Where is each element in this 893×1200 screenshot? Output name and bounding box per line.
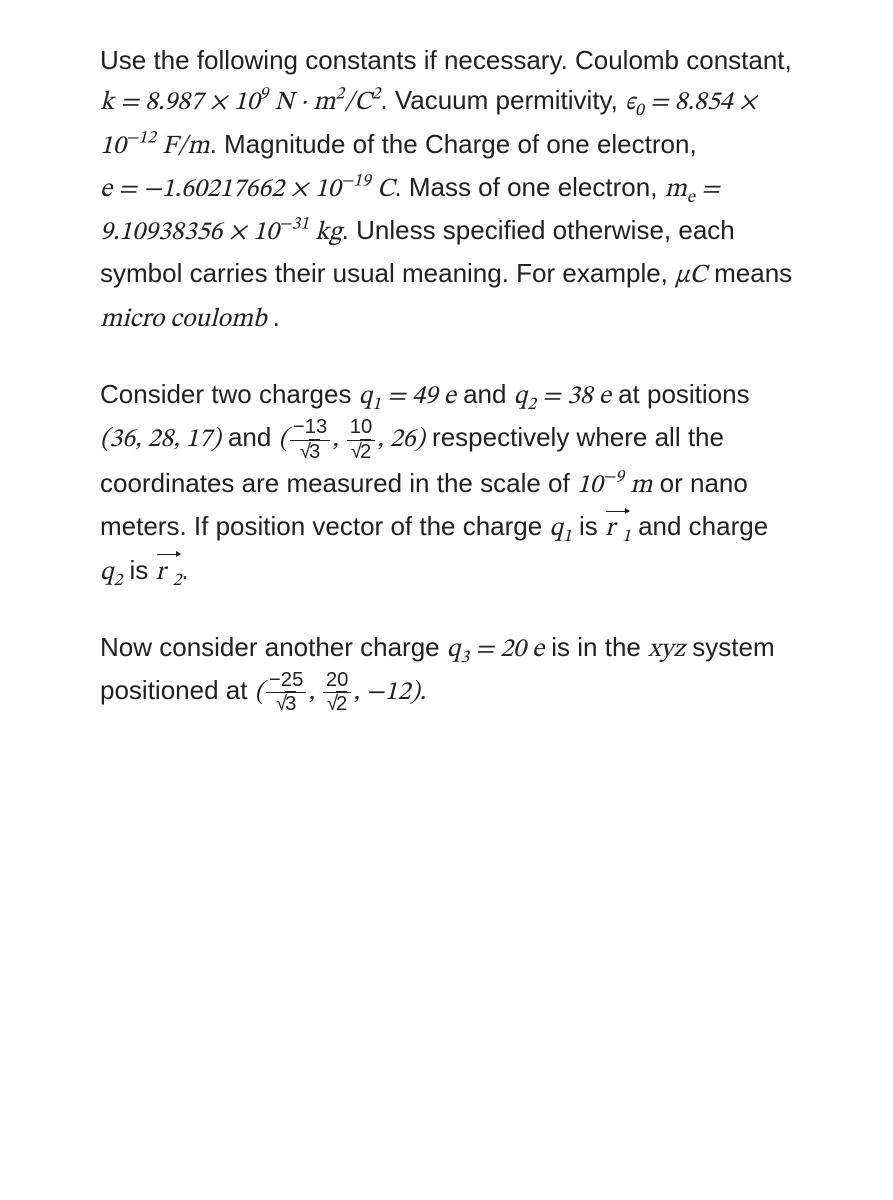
fraction-1: −25 √3 <box>266 670 306 716</box>
q3-value: 20 e <box>500 637 544 663</box>
text: Now consider another charge <box>100 632 447 662</box>
and: and <box>221 423 279 453</box>
is: is <box>572 511 605 541</box>
q1-sub: 1 <box>563 529 572 546</box>
me-sub: e <box>687 190 695 207</box>
q2-symbol: q <box>100 560 114 586</box>
r2-vector: r <box>156 553 166 593</box>
fraction-2: 10 √2 <box>347 417 376 463</box>
and: and <box>456 379 514 409</box>
sq: 2 <box>335 87 344 104</box>
denominator: √2 <box>347 440 376 463</box>
epsilon-sub: 0 <box>635 103 644 120</box>
e-unit: C <box>371 177 395 203</box>
me-exp: −31 <box>279 217 309 234</box>
meter: m <box>624 473 652 499</box>
and-charge: and charge <box>631 511 768 541</box>
mu-c: μC <box>675 263 707 289</box>
denominator: √3 <box>266 692 306 715</box>
eps-exp: −12 <box>126 130 156 147</box>
q3-sub: 3 <box>460 650 469 667</box>
fraction-2: 20 √2 <box>323 670 352 716</box>
text: . Mass of one electron, <box>394 172 664 202</box>
pos1: (36, 28, 17) <box>100 428 221 454</box>
fraction-1: −13 √3 <box>290 417 330 463</box>
text: is in the <box>544 632 648 662</box>
text: Consider two charges <box>100 379 359 409</box>
charges-paragraph: Consider two charges q1 = 49 e and q2 = … <box>100 374 793 593</box>
denominator: √3 <box>290 440 330 463</box>
numerator: 20 <box>323 670 352 692</box>
comma: , <box>332 428 344 454</box>
text: Use the following constants if necessary… <box>100 45 792 75</box>
z-coord: 26 <box>390 428 416 454</box>
q1-symbol: q <box>359 384 373 410</box>
physics-problem-page: Use the following constants if necessary… <box>0 0 893 1200</box>
equals: = <box>644 90 675 116</box>
equals: = <box>695 177 720 203</box>
me-value: 9.10938356 × 10 <box>100 220 279 246</box>
e-symbol: e <box>100 177 112 203</box>
e-value: = −1.60217662 × 10 <box>112 177 341 203</box>
period: . <box>273 302 280 332</box>
q3-symbol: q <box>447 637 461 663</box>
eps-unit: F/m <box>156 134 210 160</box>
at: at positions <box>611 379 750 409</box>
equals: = <box>381 384 412 410</box>
numerator: 10 <box>347 417 376 439</box>
denominator: √2 <box>323 692 352 715</box>
numerator: −13 <box>290 417 330 439</box>
comma: , <box>308 680 320 706</box>
period: . <box>181 555 188 585</box>
text: means <box>707 258 792 288</box>
text: . Vacuum permitivity, <box>380 85 625 115</box>
q1-value: 49 e <box>412 384 456 410</box>
is: is <box>122 555 155 585</box>
z-coord: −12 <box>366 680 410 706</box>
third-charge-paragraph: Now consider another charge q3 = 20 e is… <box>100 627 793 716</box>
ten: 10 <box>577 473 603 499</box>
k-unit-b: /C <box>344 90 371 116</box>
open-paren: ( <box>279 428 288 454</box>
me-symbol: m <box>665 177 687 203</box>
minus-nine: −9 <box>603 469 624 486</box>
comma: , <box>377 428 389 454</box>
close-paren: ) <box>416 428 425 454</box>
me-unit: kg <box>309 220 342 246</box>
equals: = <box>469 637 500 663</box>
k-value: 8.987 × 10 <box>145 90 260 116</box>
equals: = <box>114 90 145 116</box>
k-unit-a: N · m <box>268 90 335 116</box>
equals: = <box>536 384 567 410</box>
open-paren: ( <box>255 680 264 706</box>
r1-sub: 1 <box>622 529 631 546</box>
q2-sub: 2 <box>527 397 536 414</box>
q1-sub: 1 <box>372 397 381 414</box>
numerator: −25 <box>266 670 306 692</box>
close-paren: ). <box>410 680 426 706</box>
xyz-system: xyz <box>648 637 685 663</box>
q2-symbol: q <box>514 384 528 410</box>
r1-vector: r <box>605 509 615 549</box>
e-exp: −19 <box>341 173 371 190</box>
micro-coulomb: micro coulomb <box>100 307 273 333</box>
text: . Magnitude of the Charge of one electro… <box>210 129 697 159</box>
constants-paragraph: Use the following constants if necessary… <box>100 40 793 340</box>
q2-value: 38 e <box>567 384 611 410</box>
q2-sub: 2 <box>114 573 123 590</box>
epsilon-symbol: ϵ <box>625 90 635 116</box>
q1-symbol: q <box>549 516 563 542</box>
comma: , <box>353 680 365 706</box>
k-symbol: k <box>100 90 114 116</box>
